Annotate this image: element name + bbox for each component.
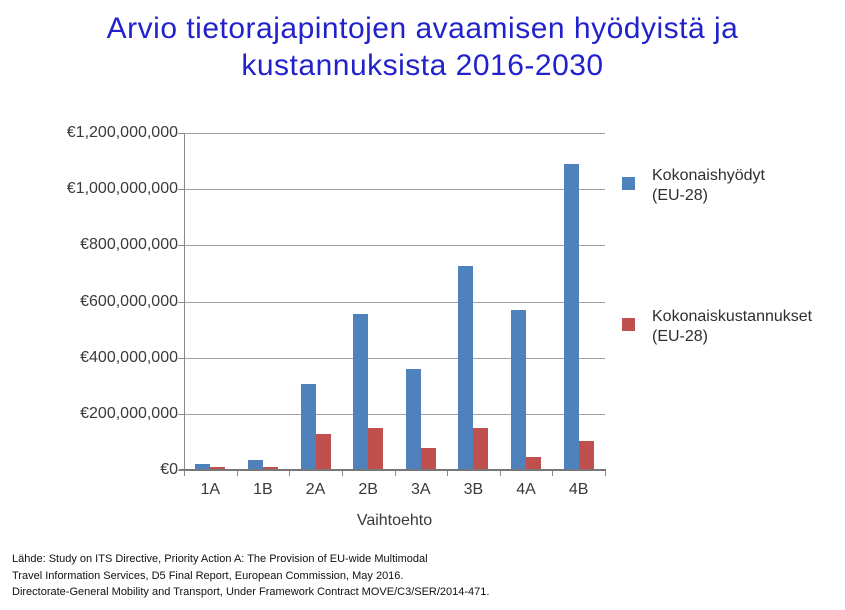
bar-kokonaishyodyt-1B: [247, 460, 263, 470]
x-axis-category-label-2A: 2A: [305, 481, 326, 498]
gridline: [184, 133, 605, 134]
y-axis-tick-label: €0: [160, 461, 178, 478]
legend-item-kokonaishyodyt: Kokonaishyödyt (EU-28): [622, 166, 765, 206]
gridline: [184, 357, 605, 359]
x-axis-category-label-1B: 1B: [253, 481, 273, 498]
x-axis-category-label-4A: 4A: [516, 481, 536, 498]
x-axis-category-label-4B: 4B: [568, 481, 589, 498]
y-axis-tick-label: €800,000,000: [80, 236, 178, 254]
x-axis-tick: [236, 471, 238, 476]
gridline: [184, 245, 605, 247]
legend-label-line2: (EU-28): [652, 328, 709, 345]
bar-kokonaishyodyt-2B: [353, 314, 369, 470]
x-axis-title: Vaihtoehto: [356, 512, 433, 529]
y-axis-tick: [178, 133, 184, 134]
gridline: [184, 413, 605, 415]
legend-color-swatch-kokonaishyodyt: [622, 177, 635, 190]
y-axis-tick: [178, 357, 184, 359]
bar-kokonaiskustannukset-1A: [210, 467, 226, 470]
bar-kokonaiskustannukset-2B: [368, 427, 384, 470]
legend-color-swatch-kokonaiskustannukset: [622, 318, 635, 331]
chart-title-line2: kustannuksista 2016-2030: [241, 49, 604, 82]
y-axis-tick-label: €400,000,000: [80, 348, 178, 366]
legend-label-line1: Kokonaiskustannukset: [652, 308, 813, 325]
bar-kokonaishyodyt-3B: [458, 266, 474, 470]
y-axis-tick: [178, 413, 184, 415]
x-axis-category-label-3B: 3B: [463, 481, 484, 498]
x-axis-tick: [605, 471, 606, 476]
y-axis-tick-label: €1,200,000,000: [66, 124, 178, 141]
x-axis-category-label-3A: 3A: [411, 481, 431, 498]
source-line2: Travel Information Services, D5 Final Re…: [12, 569, 404, 582]
bar-kokonaiskustannukset-2A: [315, 433, 331, 470]
bar-kokonaiskustannukset-4B: [578, 440, 594, 470]
bar-kokonaishyodyt-4B: [563, 163, 579, 470]
bar-kokonaishyodyt-4A: [511, 309, 527, 470]
legend-label-line1: Kokonaishyödyt: [652, 167, 765, 184]
bar-kokonaishyodyt-2A: [300, 384, 316, 470]
y-axis-tick-label: €1,000,000,000: [66, 180, 178, 198]
chart-title-line1: Arvio tietorajapintojen avaamisen hyödyi…: [106, 12, 739, 45]
bar-kokonaishyodyt-3A: [405, 368, 421, 470]
y-axis-tick: [178, 245, 184, 247]
x-axis-category-label-1A: 1A: [200, 481, 221, 498]
y-axis-tick: [178, 470, 184, 471]
legend-label-kokonaiskustannukset: Kokonaiskustannukset (EU-28): [652, 307, 812, 347]
bar-kokonaiskustannukset-1B: [262, 467, 278, 470]
x-axis-tick: [184, 471, 185, 476]
y-axis-tick-label: €600,000,000: [80, 292, 178, 310]
chart-title: Arvio tietorajapintojen avaamisen hyödyi…: [0, 10, 845, 84]
y-axis-line: [184, 133, 185, 470]
source-line3: Directorate-General Mobility and Transpo…: [12, 586, 490, 598]
legend-item-kokonaiskustannukset: Kokonaiskustannukset (EU-28): [622, 307, 812, 347]
y-axis-tick-label: €200,000,000: [80, 404, 178, 422]
x-axis-tick: [499, 471, 501, 476]
legend-label-line2: (EU-28): [652, 187, 709, 204]
x-axis-tick: [552, 471, 554, 476]
x-axis-line: [179, 469, 606, 471]
source-line1: Lähde: Study on ITS Directive, Priority …: [12, 553, 428, 565]
bar-kokonaishyodyt-1A: [195, 464, 211, 470]
plot-area: [184, 133, 605, 470]
x-axis-tick: [447, 471, 449, 476]
legend-label-kokonaishyodyt: Kokonaishyödyt (EU-28): [652, 166, 765, 206]
bar-kokonaiskustannukset-3A: [420, 447, 436, 470]
y-axis-tick: [178, 301, 184, 303]
bar-kokonaiskustannukset-3B: [473, 427, 489, 470]
gridline: [184, 189, 605, 191]
bar-kokonaiskustannukset-4A: [526, 457, 542, 470]
y-axis-tick: [178, 189, 184, 191]
x-axis-tick: [394, 471, 396, 476]
x-axis-category-label-2B: 2B: [358, 481, 378, 498]
gridline: [184, 301, 605, 303]
x-axis-tick: [341, 471, 343, 476]
x-axis-tick: [289, 471, 291, 476]
source-note: Lähde: Study on ITS Directive, Priority …: [12, 551, 489, 601]
